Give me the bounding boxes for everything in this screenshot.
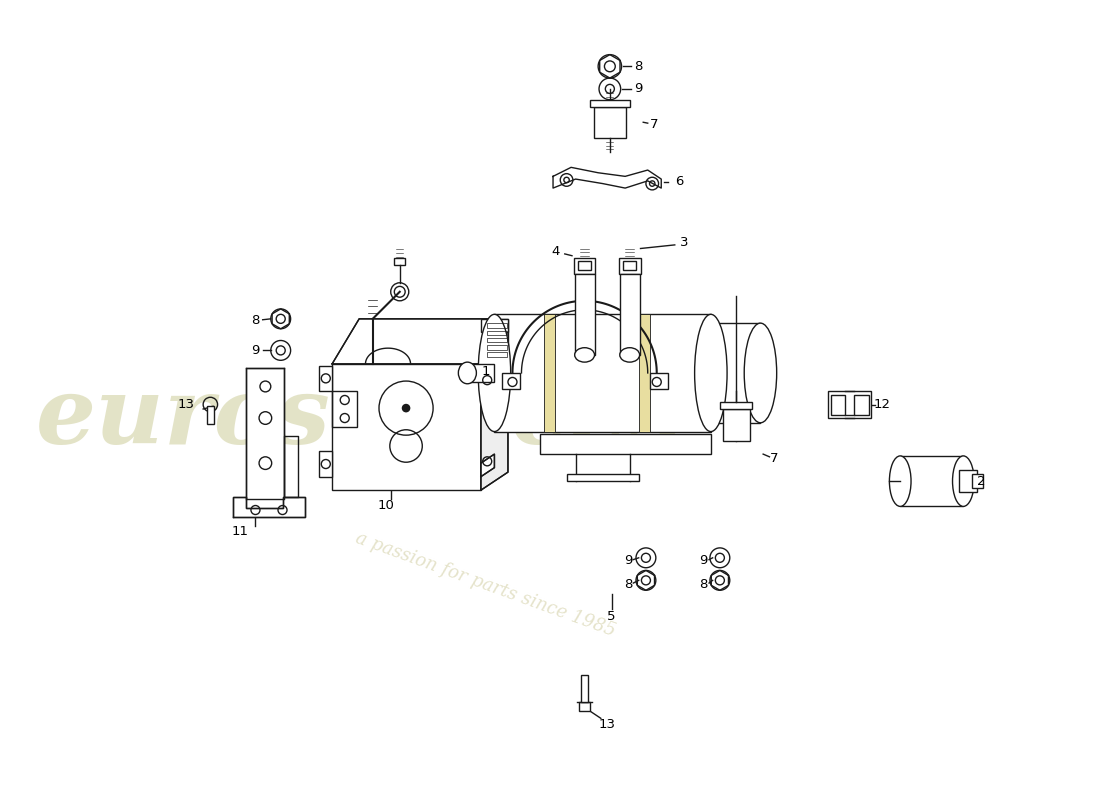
Polygon shape (233, 498, 305, 518)
Text: 9: 9 (624, 554, 632, 567)
Text: 9: 9 (251, 344, 260, 357)
Text: a passion for parts since 1985: a passion for parts since 1985 (353, 530, 618, 641)
Bar (487, 352, 507, 357)
Bar (711, 323, 760, 422)
Bar (649, 373, 668, 389)
Bar (828, 391, 871, 418)
Bar (580, 702, 590, 711)
Bar (494, 314, 711, 431)
Bar (590, 100, 629, 107)
Bar (719, 402, 752, 409)
Polygon shape (332, 319, 508, 364)
Bar (619, 274, 639, 355)
Text: 13: 13 (598, 718, 616, 731)
Circle shape (403, 405, 409, 412)
Bar (574, 274, 594, 355)
Text: 8: 8 (624, 578, 632, 591)
Bar (566, 474, 639, 481)
Ellipse shape (459, 362, 476, 384)
Bar (487, 330, 507, 335)
Bar (468, 364, 494, 382)
Ellipse shape (745, 323, 777, 422)
Bar (900, 456, 964, 506)
Bar (481, 319, 508, 332)
Text: 9: 9 (700, 554, 707, 567)
Bar (394, 258, 405, 265)
Bar (723, 409, 749, 441)
Polygon shape (481, 319, 508, 490)
Ellipse shape (694, 314, 727, 431)
Bar (972, 474, 983, 488)
Ellipse shape (619, 348, 639, 362)
Bar (830, 395, 845, 415)
Bar (487, 323, 507, 328)
Text: 8: 8 (700, 578, 707, 591)
Bar (485, 319, 508, 359)
Bar (332, 391, 358, 427)
Bar (246, 369, 284, 499)
Text: 9: 9 (635, 82, 642, 95)
Text: 3: 3 (680, 236, 688, 249)
Text: 8: 8 (635, 60, 642, 73)
Text: 2: 2 (977, 474, 986, 488)
Text: 1: 1 (481, 365, 490, 378)
Bar (574, 258, 595, 274)
Text: 5: 5 (607, 610, 616, 623)
Bar (579, 261, 591, 270)
Text: 8: 8 (251, 314, 260, 327)
Text: 7: 7 (650, 118, 658, 130)
Text: 10: 10 (377, 499, 395, 512)
Bar (487, 345, 507, 350)
Bar (639, 314, 649, 431)
Bar (319, 366, 332, 391)
Bar (855, 395, 869, 415)
Bar (487, 338, 507, 342)
Polygon shape (481, 454, 494, 477)
Ellipse shape (890, 456, 911, 506)
Bar (207, 406, 215, 424)
Bar (594, 107, 626, 138)
Ellipse shape (953, 456, 975, 506)
Text: 12: 12 (873, 398, 891, 411)
Polygon shape (481, 373, 494, 395)
Text: eurosources: eurosources (35, 373, 683, 463)
Text: 7: 7 (770, 452, 778, 465)
Text: 11: 11 (232, 525, 249, 538)
Text: 13: 13 (177, 398, 195, 411)
Bar (619, 258, 640, 274)
Bar (319, 451, 332, 477)
Bar (332, 364, 481, 490)
Ellipse shape (478, 314, 510, 431)
Bar (539, 434, 711, 454)
Text: 6: 6 (675, 175, 683, 188)
Bar (959, 470, 977, 492)
Bar (624, 261, 636, 270)
Text: 4: 4 (551, 245, 560, 258)
Bar (581, 675, 589, 702)
Ellipse shape (574, 348, 594, 362)
Bar (502, 373, 519, 389)
Bar (544, 314, 554, 431)
